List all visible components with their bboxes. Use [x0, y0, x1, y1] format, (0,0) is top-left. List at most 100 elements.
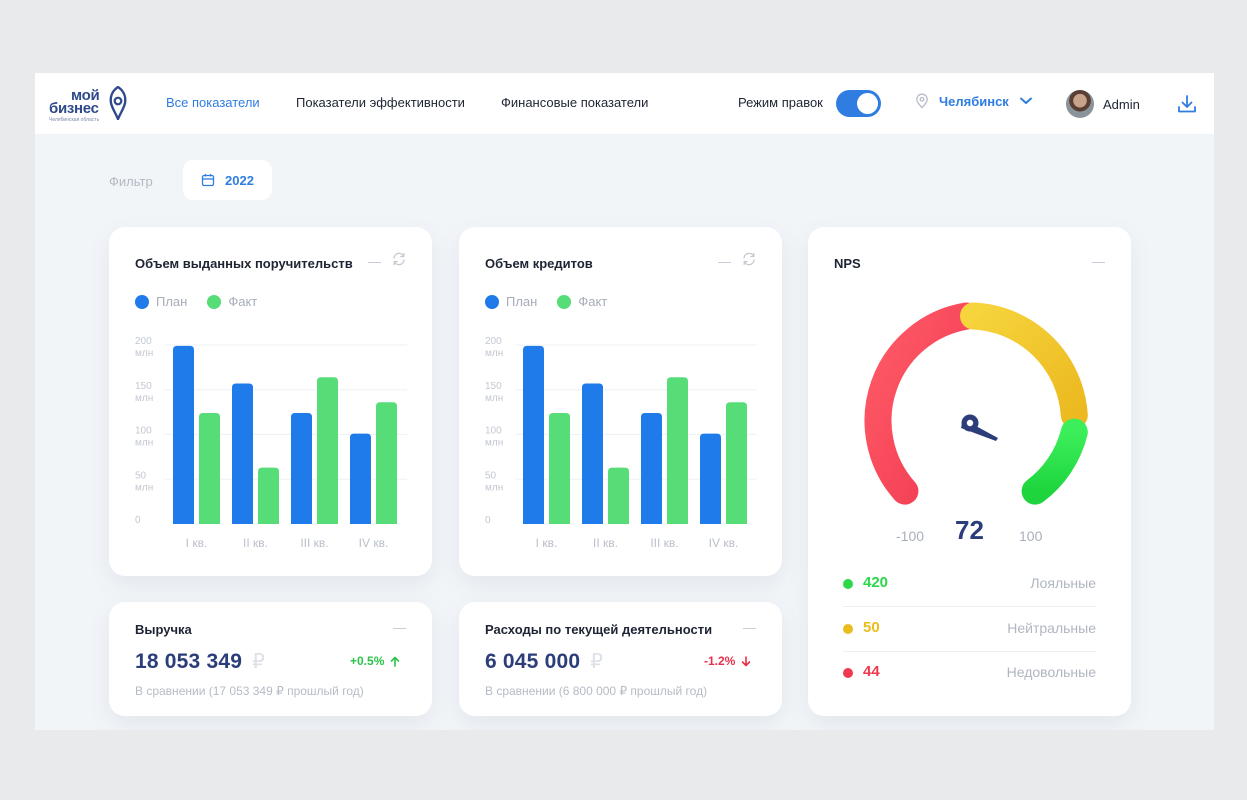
logo-region: Челябинская область: [49, 117, 100, 123]
x-tick-label: I кв.: [536, 536, 558, 550]
x-tick-label: I кв.: [186, 536, 208, 550]
nps-row-neutral: 50 Нейтральные: [843, 607, 1096, 652]
bar-fact: [258, 467, 279, 524]
gauge-segment-promoters: [1021, 418, 1088, 505]
nps-min-label: -100: [896, 528, 925, 544]
bar-plan: [700, 433, 721, 524]
card-title: Расходы по текущей деятельности: [485, 622, 713, 637]
tab-all-indicators[interactable]: Все показатели: [166, 95, 260, 110]
x-tick-label: III кв.: [650, 536, 678, 550]
x-tick-label: III кв.: [300, 536, 328, 550]
guarantees-chart-card: Объем выданных поручительств План Факт 0…: [109, 227, 432, 576]
logo-pin-icon: [109, 86, 127, 120]
x-tick-label: IV кв.: [359, 536, 389, 550]
kpi-value: 18 053 349 ₽: [135, 649, 265, 674]
nps-count: 50: [863, 619, 880, 636]
minimize-icon[interactable]: [393, 620, 406, 634]
nps-category: Нейтральные: [1007, 620, 1096, 636]
nps-count: 44: [863, 663, 880, 680]
bar-plan: [173, 345, 194, 524]
top-navbar: мой бизнес Челябинская область Все показ…: [35, 73, 1214, 134]
y-tick-label: 200 млн: [485, 336, 503, 359]
legend-item-plan[interactable]: План: [135, 294, 187, 309]
minimize-icon[interactable]: [1092, 254, 1105, 268]
x-tick-label: II кв.: [243, 536, 268, 550]
minimize-icon[interactable]: [718, 254, 731, 268]
bar-plan: [641, 413, 662, 524]
card-title: Объем выданных поручительств: [135, 256, 353, 271]
revenue-amount: 18 053 349: [135, 650, 243, 673]
refresh-icon[interactable]: [741, 251, 757, 267]
comparison-note: В сравнении (17 053 349 ₽ прошлый год): [135, 684, 364, 698]
logo-line2: бизнес: [49, 100, 99, 117]
logo[interactable]: мой бизнес Челябинская область: [49, 85, 129, 123]
minimize-icon[interactable]: [368, 254, 381, 268]
edit-mode-label: Режим правок: [738, 95, 823, 110]
minimize-icon[interactable]: [743, 620, 756, 634]
legend-item-fact[interactable]: Факт: [207, 294, 257, 309]
toggle-knob: [857, 93, 878, 114]
city-name: Челябинск: [939, 93, 1009, 109]
avatar: [1066, 90, 1094, 118]
bar-fact: [317, 377, 338, 524]
nps-card: NPS -100 100 72 420 Лояльные: [808, 227, 1131, 716]
chart-legend: План Факт: [135, 294, 257, 309]
card-title: NPS: [834, 256, 861, 271]
bar-fact: [608, 467, 629, 524]
status-dot: [843, 579, 853, 589]
legend-label: Факт: [578, 294, 608, 309]
bar-plan: [291, 413, 312, 524]
year-filter-button[interactable]: 2022: [183, 160, 272, 200]
dashboard-app: мой бизнес Челябинская область Все показ…: [35, 73, 1214, 730]
bar-fact: [549, 413, 570, 524]
status-dot: [843, 668, 853, 678]
refresh-icon[interactable]: [391, 251, 407, 267]
legend-item-plan[interactable]: План: [485, 294, 537, 309]
y-tick-label: 200 млн: [135, 336, 153, 359]
legend-dot: [485, 294, 499, 309]
chevron-down-icon: [1019, 97, 1032, 104]
location-pin-icon: [916, 93, 928, 109]
comparison-note: В сравнении (6 800 000 ₽ прошлый год): [485, 684, 708, 698]
nps-max-label: 100: [1019, 528, 1043, 544]
bar-chart: 0 50 млн 100 млн 150 млн 200 млн I кв. II кв. III к…: [485, 336, 757, 550]
y-tick-label: 0: [135, 515, 141, 526]
gauge-segment-detractors: [864, 302, 980, 505]
user-menu[interactable]: Admin: [1066, 90, 1140, 118]
city-selector[interactable]: Челябинск: [915, 93, 1033, 109]
bar-fact: [376, 402, 397, 524]
y-tick-label: 100 млн: [485, 426, 503, 449]
currency-sign: ₽: [590, 651, 603, 673]
gauge-needle: [961, 414, 998, 441]
legend-dot: [557, 294, 572, 309]
y-tick-label: 100 млн: [135, 426, 153, 449]
tab-efficiency[interactable]: Показатели эффективности: [296, 95, 465, 110]
arrow-down-icon: [742, 655, 751, 666]
legend-dot: [207, 294, 222, 309]
y-tick-label: 50 млн: [485, 470, 503, 493]
download-icon[interactable]: [1176, 93, 1198, 115]
legend-item-fact[interactable]: Факт: [557, 294, 607, 309]
bar-plan: [232, 383, 253, 524]
user-name: Admin: [1103, 96, 1140, 112]
kpi-value: 6 045 000 ₽: [485, 649, 603, 674]
legend-label: План: [156, 294, 188, 309]
revenue-card: Выручка 18 053 349 ₽ +0.5% В сравнении (…: [109, 602, 432, 716]
nps-gauge: [864, 302, 1088, 505]
bar-fact: [667, 377, 688, 524]
calendar-icon: [201, 174, 215, 187]
y-tick-label: 150 млн: [135, 381, 153, 404]
nps-category: Лояльные: [1030, 575, 1096, 591]
currency-sign: ₽: [252, 651, 265, 673]
tab-financial[interactable]: Финансовые показатели: [501, 95, 649, 110]
bar-fact: [199, 413, 220, 524]
bar-fact: [726, 402, 747, 524]
nps-score: 72: [955, 515, 984, 545]
nps-category: Недовольные: [1006, 664, 1096, 680]
x-tick-label: IV кв.: [709, 536, 739, 550]
chart-legend: План Факт: [485, 294, 607, 309]
legend-dot: [135, 294, 149, 309]
credits-chart-card: Объем кредитов План Факт 0 50 млн 100 млн 150…: [459, 227, 782, 576]
edit-mode-toggle[interactable]: [836, 90, 881, 117]
nps-row-loyal: 420 Лояльные: [843, 562, 1096, 607]
